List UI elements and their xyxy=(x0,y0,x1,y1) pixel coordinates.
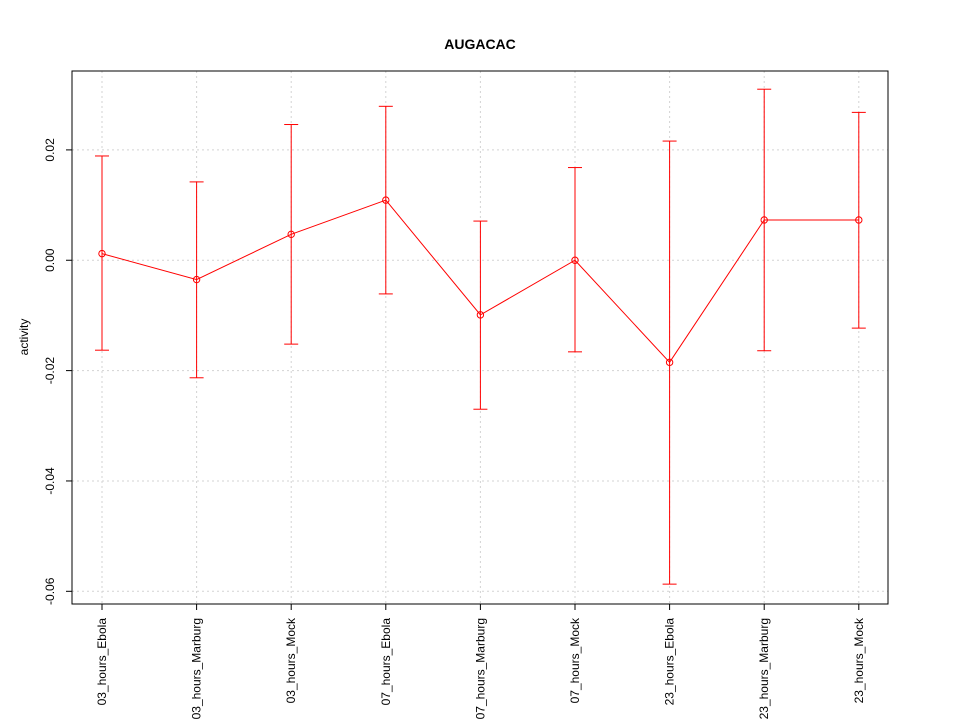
data-point xyxy=(382,196,390,204)
data-point xyxy=(287,230,295,239)
x-tick-label: 07_hours_Ebola xyxy=(379,618,393,706)
data-point xyxy=(192,275,201,284)
data-point xyxy=(476,311,485,319)
y-tick-label: -0.02 xyxy=(43,357,57,385)
chart-title: AUGACAC xyxy=(444,36,516,52)
x-tick-label: 03_hours_Mock xyxy=(284,617,298,703)
x-tick-label: 03_hours_Ebola xyxy=(95,618,109,706)
x-tick-label: 23_hours_Ebola xyxy=(663,618,677,706)
plot-frame xyxy=(71,70,889,605)
y-axis-label: activity xyxy=(17,319,31,356)
y-tick-label: 0.00 xyxy=(43,248,57,272)
x-tick-label: 07_hours_Marburg xyxy=(473,618,487,719)
x-tick-label: 07_hours_Mock xyxy=(568,617,582,703)
y-tick-label: -0.04 xyxy=(43,467,57,495)
data-point xyxy=(571,256,579,264)
y-tick-label: 0.02 xyxy=(43,138,57,162)
x-tick-label: 23_hours_Mock xyxy=(852,617,866,703)
series-activity xyxy=(95,88,866,585)
x-tick-label: 23_hours_Marburg xyxy=(757,618,771,719)
x-tick-label: 03_hours_Marburg xyxy=(190,618,204,719)
axis-ticks: -0.06 -0.04 -0.02 0.00 0.02 03_hours_Ebola 03_… xyxy=(43,138,866,720)
data-point xyxy=(98,249,106,258)
data-point xyxy=(665,358,674,367)
data-point xyxy=(855,216,863,224)
y-tick-label: -0.06 xyxy=(43,577,57,605)
data-point xyxy=(760,216,768,224)
